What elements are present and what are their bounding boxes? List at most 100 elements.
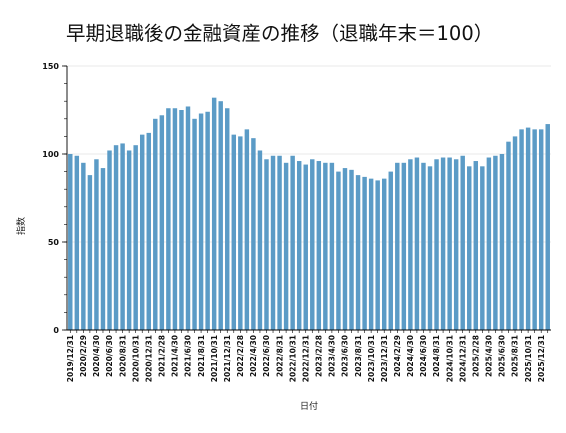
bar [270, 155, 276, 330]
bar [336, 171, 341, 330]
bar [81, 162, 86, 330]
bar [257, 150, 263, 330]
x-tick-label: 2020/8/31 [118, 335, 127, 377]
x-tick-label: 2019/12/31 [66, 335, 75, 382]
x-tick-label: 2025/12/31 [537, 335, 546, 382]
bar [427, 166, 433, 330]
x-tick-label: 2024/12/31 [458, 335, 467, 382]
bar [362, 176, 367, 330]
bar [414, 157, 420, 330]
bar [264, 159, 269, 330]
x-tick-label: 2022/2/28 [236, 335, 245, 377]
bar [100, 168, 106, 330]
y-axis-ticks: 0 50 100 150 [42, 62, 67, 335]
bar [277, 155, 282, 330]
bar [290, 155, 295, 330]
x-tick-label: 2020/4/30 [92, 335, 101, 377]
bar [355, 175, 361, 330]
x-tick-label: 2021/8/31 [197, 335, 206, 377]
bar [68, 154, 73, 330]
bar [113, 145, 119, 330]
bar [368, 178, 374, 330]
bar [525, 127, 531, 330]
x-tick-label: 2021/12/31 [223, 335, 232, 382]
bar [316, 161, 322, 330]
bar [381, 178, 387, 330]
y-tick-label: 50 [48, 238, 60, 247]
bar [460, 155, 465, 330]
x-tick-label: 2022/12/31 [301, 335, 310, 382]
y-axis-label: 指数 [15, 217, 27, 235]
bar [74, 155, 80, 330]
bar [296, 161, 302, 330]
bar [94, 159, 99, 330]
bar [512, 136, 518, 330]
y-tick-label: 0 [53, 326, 59, 335]
bar [486, 157, 492, 330]
bar [153, 118, 158, 330]
bar [107, 150, 112, 330]
x-tick-label: 2021/10/31 [210, 335, 219, 382]
x-tick-label: 2025/2/28 [471, 335, 480, 377]
bar [133, 145, 138, 330]
bar [146, 132, 151, 330]
x-tick-label: 2025/10/31 [524, 335, 533, 382]
x-tick-label: 2023/4/30 [328, 335, 337, 377]
bar [185, 106, 191, 330]
bar [166, 108, 171, 331]
x-tick-label: 2020/2/29 [79, 335, 88, 377]
bar [421, 162, 426, 330]
bar [211, 97, 217, 331]
bar [231, 134, 237, 330]
x-tick-label: 2020/12/31 [144, 335, 153, 382]
bar [238, 136, 243, 330]
bar [159, 115, 165, 330]
bar [323, 162, 328, 330]
x-tick-label: 2023/12/31 [380, 335, 389, 382]
bar [310, 159, 315, 330]
bar [120, 143, 125, 330]
bar [388, 171, 393, 330]
bar [218, 101, 223, 330]
bar [473, 161, 479, 330]
x-tick-label: 2022/6/30 [262, 335, 271, 377]
bar [532, 129, 537, 330]
x-tick-label: 2025/6/30 [498, 335, 507, 377]
x-tick-label: 2020/6/30 [105, 335, 114, 377]
bar [493, 155, 498, 330]
bar [172, 108, 178, 331]
bar [447, 157, 452, 330]
bar [244, 129, 250, 330]
bar [545, 124, 550, 330]
x-tick-label: 2022/10/31 [288, 335, 297, 382]
bar [519, 129, 524, 330]
bar [283, 162, 289, 330]
bar [139, 134, 145, 330]
bar [126, 150, 132, 330]
y-tick-label: 100 [42, 150, 59, 159]
x-tick-label: 2021/4/30 [171, 335, 180, 377]
x-tick-label: 2025/8/31 [511, 335, 520, 377]
x-tick-label: 2025/4/30 [485, 335, 494, 377]
bar [205, 111, 210, 330]
x-tick-label: 2022/4/30 [249, 335, 258, 377]
bar [499, 154, 505, 330]
bar [408, 159, 413, 330]
bar [538, 129, 544, 330]
x-tick-label: 2022/8/31 [275, 335, 284, 377]
bar [251, 138, 256, 330]
x-tick-label: 2023/2/28 [315, 335, 324, 377]
bar [401, 162, 407, 330]
x-tick-label: 2021/6/30 [184, 335, 193, 377]
bar [179, 110, 184, 330]
bar [303, 164, 308, 330]
x-tick-label: 2024/8/31 [432, 335, 441, 377]
bar [467, 166, 472, 330]
x-tick-label: 2024/6/30 [419, 335, 428, 377]
x-axis-label: 日付 [300, 401, 318, 412]
x-tick-label: 2023/8/31 [354, 335, 363, 377]
bar [87, 175, 93, 330]
bar [395, 162, 400, 330]
bar [453, 159, 459, 330]
